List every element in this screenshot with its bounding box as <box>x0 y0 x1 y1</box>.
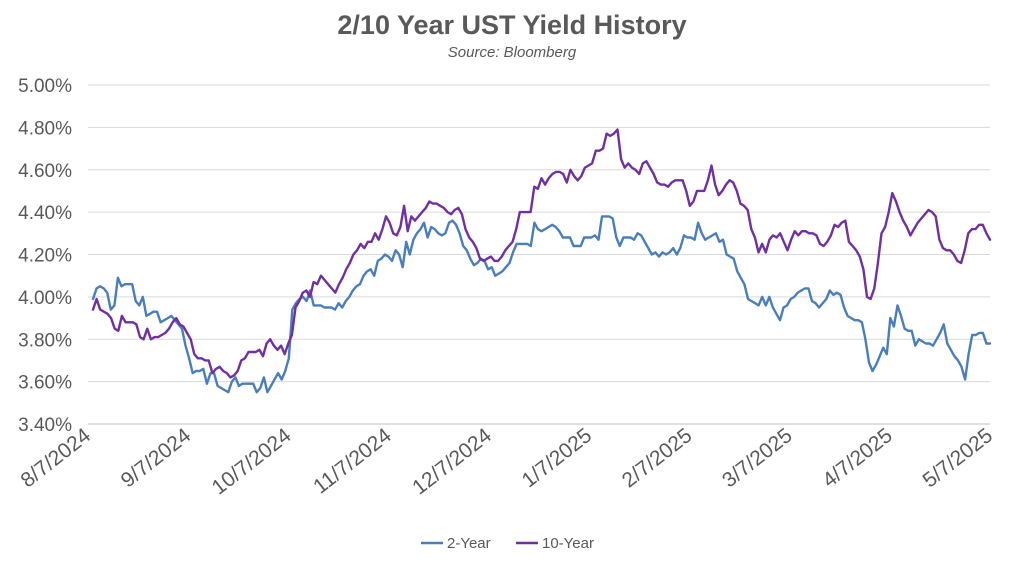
y-axis: 3.40% 3.60% 3.80% 4.00% 4.20% 4.40% 4.60% 4.80%… <box>18 76 72 436</box>
y-tick-label: 3.40% <box>18 415 72 436</box>
y-tick-label: 3.60% <box>18 373 72 394</box>
x-tick-label: 4/7/2025 <box>818 424 897 492</box>
x-tick-label: 2/7/2025 <box>618 424 697 492</box>
x-tick-label: 5/7/2025 <box>918 424 997 492</box>
legend-item-2-year: 2-Year <box>421 535 491 552</box>
y-tick-label: 4.40% <box>18 203 72 224</box>
y-tick-label: 4.20% <box>18 246 72 267</box>
chart-title: 2/10 Year UST Yield History <box>337 10 687 40</box>
series-line-10-year <box>91 128 992 379</box>
y-tick-label: 5.00% <box>18 76 72 97</box>
x-tick-label: 9/7/2024 <box>117 424 196 493</box>
x-tick-label: 3/7/2025 <box>718 424 797 492</box>
x-axis: 8/7/2024 9/7/2024 10/7/2024 11/7/2024 12/7/2… <box>16 424 997 500</box>
legend: 2-Year 10-Year <box>421 535 594 552</box>
x-tick-label: 1/7/2025 <box>518 424 597 492</box>
x-tick-label: 11/7/2024 <box>309 424 396 499</box>
x-tick-label: 10/7/2024 <box>208 424 296 500</box>
y-tick-label: 3.80% <box>18 330 72 351</box>
x-tick-label: 12/7/2024 <box>408 424 496 500</box>
y-tick-label: 4.80% <box>18 118 72 139</box>
y-tick-label: 4.60% <box>18 161 72 182</box>
legend-label: 10-Year <box>542 535 594 552</box>
series-line-2-year <box>91 215 992 394</box>
legend-label: 2-Year <box>447 535 491 552</box>
legend-item-10-year: 10-Year <box>516 535 594 552</box>
y-tick-label: 4.00% <box>18 288 72 309</box>
chart-subtitle: Source: Bloomberg <box>447 44 577 61</box>
series-lines <box>91 128 992 394</box>
gridlines <box>88 84 990 425</box>
